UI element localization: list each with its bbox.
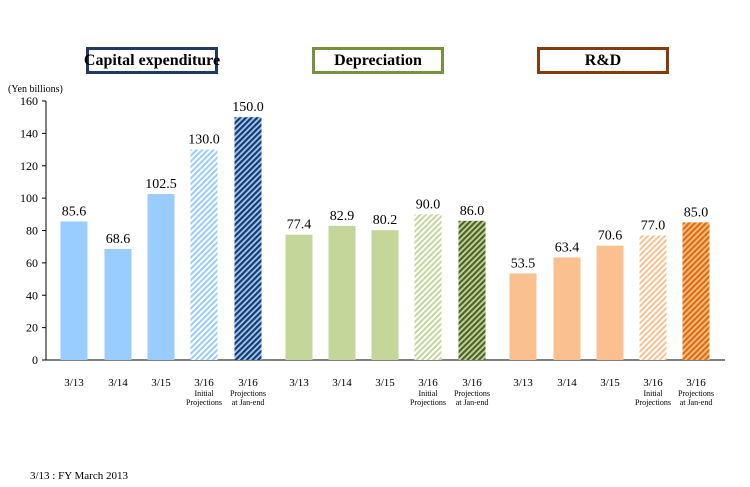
bar <box>639 235 667 360</box>
y-axis-unit-label: (Yen billions) <box>8 84 63 95</box>
y-tick-label: 100 <box>20 191 38 205</box>
category-sublabel: Projections <box>635 398 671 407</box>
bar <box>414 214 442 360</box>
bar <box>596 245 624 360</box>
bar <box>371 230 399 360</box>
y-tick-label: 0 <box>32 353 38 367</box>
category-sublabel: Projections <box>410 398 446 407</box>
bar <box>104 248 132 360</box>
y-tick-label: 160 <box>20 94 38 108</box>
bar-value-label: 53.5 <box>511 256 536 271</box>
section-title-depreciation: Depreciation <box>312 47 444 74</box>
bar-value-label: 130.0 <box>188 133 220 148</box>
bar-value-label: 77.4 <box>287 218 312 233</box>
category-sublabel: Projections <box>454 389 490 398</box>
bar-value-label: 68.6 <box>106 232 131 247</box>
category-label: 3/14 <box>557 377 577 389</box>
bar <box>328 225 356 360</box>
category-sublabel: Projections <box>230 389 266 398</box>
bar-value-label: 70.6 <box>598 229 623 244</box>
category-label: 3/14 <box>108 377 128 389</box>
bar <box>147 194 175 360</box>
bar-value-label: 82.9 <box>330 209 355 224</box>
category-label: 3/16 <box>418 377 438 389</box>
category-sublabel: Initial <box>194 389 214 398</box>
bar-value-label: 102.5 <box>145 177 177 192</box>
section-title-rnd: R&D <box>537 47 669 74</box>
category-label: 3/16 <box>643 377 663 389</box>
category-sublabel: Initial <box>418 389 438 398</box>
category-label: 3/15 <box>375 377 395 389</box>
category-label: 3/16 <box>194 377 214 389</box>
bar <box>234 117 262 360</box>
bar-value-label: 63.4 <box>555 240 580 255</box>
bar <box>60 221 88 360</box>
y-tick-label: 60 <box>26 256 38 270</box>
category-label: 3/15 <box>600 377 620 389</box>
bar-value-label: 150.0 <box>232 100 264 115</box>
bar <box>458 220 486 360</box>
category-label: 3/15 <box>151 377 171 389</box>
category-label: 3/13 <box>513 377 533 389</box>
bar-value-label: 86.0 <box>460 204 485 219</box>
category-label: 3/16 <box>238 377 258 389</box>
category-sublabel: Projections <box>186 398 222 407</box>
y-tick-label: 40 <box>26 288 38 302</box>
category-label: 3/13 <box>289 377 309 389</box>
y-tick-label: 120 <box>20 159 38 173</box>
category-sublabel: at Jan-end <box>232 398 265 407</box>
y-tick-label: 80 <box>26 224 38 238</box>
section-title-capex: Capital expenditure <box>84 47 220 74</box>
bar <box>285 234 313 360</box>
bar-value-label: 85.0 <box>684 205 709 220</box>
bar <box>190 149 218 360</box>
bar-value-label: 90.0 <box>416 197 441 212</box>
category-sublabel: at Jan-end <box>680 398 713 407</box>
footnote: 3/13 : FY March 2013 <box>30 470 128 482</box>
category-sublabel: Initial <box>643 389 663 398</box>
category-label: 3/16 <box>462 377 482 389</box>
category-label: 3/13 <box>64 377 84 389</box>
category-sublabel: Projections <box>678 389 714 398</box>
category-sublabel: at Jan-end <box>456 398 489 407</box>
bar <box>682 222 710 360</box>
y-tick-label: 20 <box>26 321 38 335</box>
bar <box>509 273 537 360</box>
category-label: 3/16 <box>686 377 706 389</box>
category-label: 3/14 <box>332 377 352 389</box>
bar <box>553 257 581 360</box>
y-tick-label: 140 <box>20 126 38 140</box>
bar-value-label: 80.2 <box>373 213 398 228</box>
bar-value-label: 85.6 <box>62 204 87 219</box>
bar-value-label: 77.0 <box>641 218 666 233</box>
